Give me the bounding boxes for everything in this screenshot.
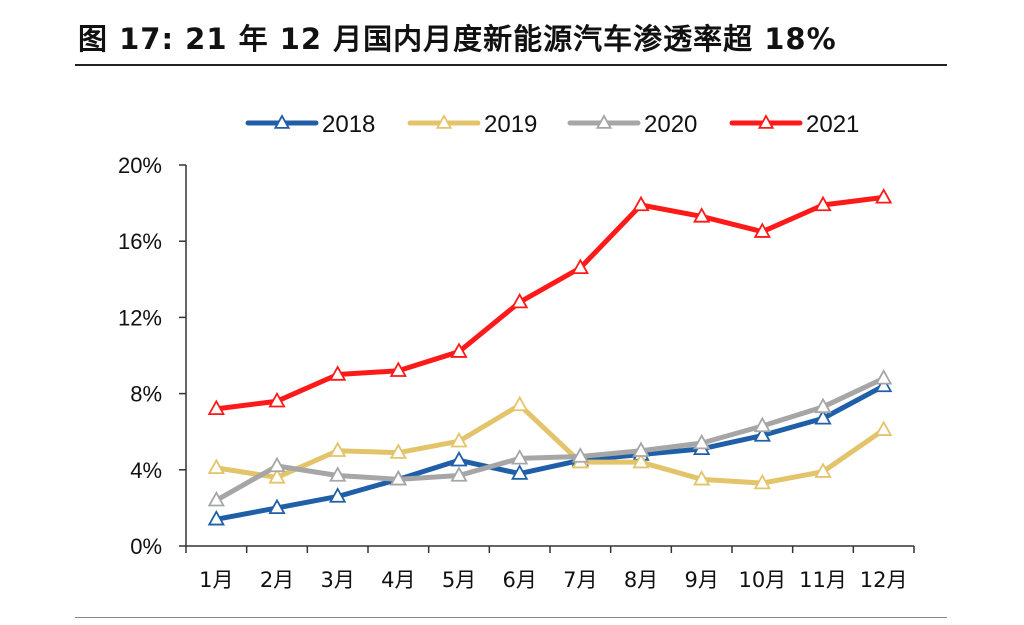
x-tick-label: 8月 [624,568,658,592]
chart-legend: 2018 2019 2020 2021 [245,111,859,138]
x-tick-label: 9月 [684,568,718,592]
legend-label: 2020 [644,111,697,138]
data-point-2019 [511,395,529,412]
data-point-2020 [268,456,286,473]
data-point-2020 [693,433,711,450]
x-tick-label: 12月 [860,568,908,592]
data-point-2019 [329,441,347,457]
data-point-2020 [207,490,225,507]
data-point-2020 [753,416,771,433]
data-point-2019 [753,473,771,490]
series-2018 [207,376,893,526]
data-point-2019 [814,462,832,478]
legend-marker [595,114,613,129]
legend-item-2020: 2020 [567,111,697,138]
data-point-2021 [693,207,711,223]
data-point-2020 [571,447,589,463]
legend-item-2019: 2019 [407,111,537,138]
series-line-2018 [213,383,887,522]
data-point-2018 [329,487,347,503]
legend-marker [273,114,291,129]
legend-item-2018: 2018 [245,111,375,138]
data-point-2021 [753,222,771,238]
data-point-2018 [814,409,832,425]
data-point-2019 [207,458,225,475]
data-point-2020 [814,397,832,414]
data-point-2020 [450,466,468,482]
x-tick-label: 3月 [320,568,354,592]
x-tick-label: 2月 [260,568,294,592]
series-line-2021 [213,194,887,412]
y-tick-label: 16% [118,229,162,254]
figure-title: 图 17: 21 年 12 月国内月度新能源汽车渗透率超 18% [78,22,837,56]
data-point-2020 [329,466,347,482]
legend-label: 2021 [806,111,859,138]
x-tick-label: 4月 [381,568,415,592]
data-point-2020 [632,441,650,457]
data-point-2019 [875,420,893,436]
x-tick-label: 5月 [442,568,476,592]
data-point-2019 [268,468,286,484]
data-point-2020 [511,449,529,465]
legend-label: 2018 [322,111,375,138]
legend-marker [435,114,453,129]
series-line-2020 [213,375,887,503]
series-2019 [207,395,893,490]
data-point-2021 [268,391,286,408]
y-tick-label: 12% [118,305,162,330]
x-tick-label: 11月 [799,568,847,592]
data-point-2021 [329,365,347,381]
bottom-divider [75,617,947,618]
data-point-2021 [814,195,832,212]
data-point-2021 [875,188,893,204]
data-point-2019 [450,431,468,448]
data-point-2021 [450,342,468,358]
x-tick-label: 1月 [199,568,233,592]
title-divider [75,64,947,66]
data-point-2018 [511,464,529,480]
y-tick-label: 8% [130,382,162,407]
data-point-2019 [632,452,650,469]
data-point-2018 [875,376,893,393]
data-point-2021 [632,195,650,212]
legend-label: 2019 [484,111,537,138]
y-tick-label: 20% [118,153,162,178]
chart-series [207,188,893,526]
x-tick-label: 7月 [563,568,597,592]
x-tick-label: 6月 [502,568,536,592]
data-point-2018 [450,450,468,467]
legend-marker [757,114,775,129]
y-tick-label: 0% [130,534,162,559]
data-point-2019 [693,469,711,486]
data-point-2021 [207,399,225,415]
series-line-2019 [213,402,887,486]
data-point-2021 [511,292,529,309]
data-point-2020 [875,369,893,385]
series-2021 [207,188,893,415]
data-point-2018 [207,509,225,526]
x-tick-label: 10月 [738,568,786,592]
data-point-2018 [268,498,286,515]
data-point-2018 [753,426,771,442]
y-tick-label: 4% [130,458,162,483]
data-point-2021 [571,258,589,275]
chart-axes: 0% 4% 8% 12% 16% 20% 1月 2月 3月 4月 5月 6月 7月 8月 9月 10月 11月 1… [118,153,915,592]
data-point-2021 [389,361,407,377]
data-point-2020 [389,469,407,486]
series-2020 [207,369,893,507]
legend-item-2021: 2021 [729,111,859,138]
data-point-2019 [389,443,407,459]
